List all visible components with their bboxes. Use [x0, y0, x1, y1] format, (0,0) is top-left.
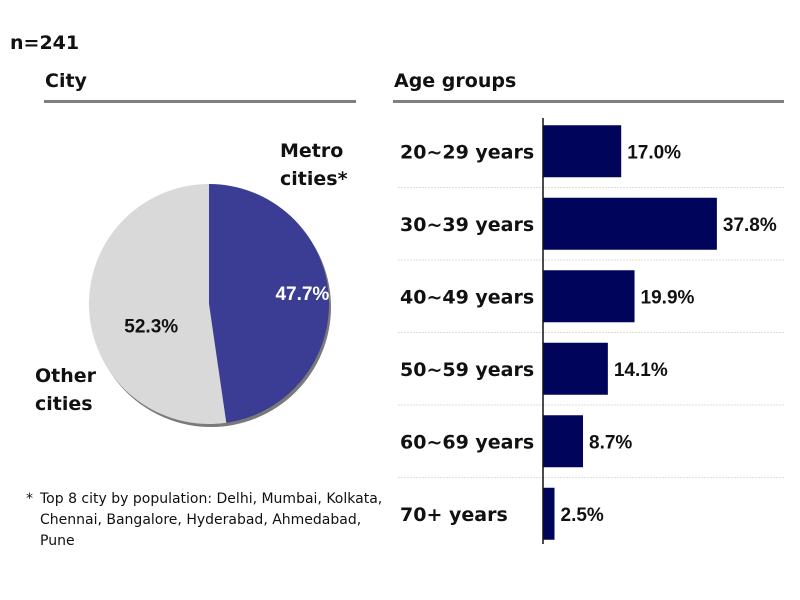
bar-category-label: 70+ years: [400, 504, 508, 526]
metro-cities-label-text: Metro cities*: [280, 140, 348, 190]
bar-value-label: 8.7%: [589, 432, 632, 453]
age-bar-chart: 20~29 years 17.0% 30~39 years 37.8% 40~49 ye…: [398, 118, 785, 544]
bar-category-label: 40~49 years: [400, 286, 534, 308]
bar-value-label: 17.0%: [627, 142, 681, 163]
bar: [543, 270, 635, 323]
bar-category-label: 30~39 years: [400, 214, 534, 236]
pie-slice-metro: [209, 184, 330, 423]
bar: [543, 487, 555, 540]
bar: [543, 197, 717, 250]
bar-category-label: 20~29 years: [400, 141, 534, 163]
pie-slice-other: [89, 184, 227, 424]
bar-value-label: 2.5%: [561, 505, 604, 526]
bar-category-label: 60~69 years: [400, 431, 534, 453]
city-title-rule: [44, 100, 356, 103]
footnote-text: Top 8 city by population: Delhi, Mumbai,…: [40, 491, 383, 549]
metro-cities-label: Metro cities*: [280, 137, 360, 193]
bar: [543, 342, 608, 395]
pie-label-metro-value: 47.7%: [275, 284, 329, 305]
bar-value-label: 37.8%: [723, 215, 777, 236]
other-cities-label: Other cities: [35, 362, 107, 418]
bar-value-label: 19.9%: [641, 287, 695, 308]
bar: [543, 125, 622, 178]
bar-category-label: 50~59 years: [400, 359, 534, 381]
city-section-title: City: [45, 70, 87, 92]
bar-value-label: 14.1%: [614, 360, 668, 381]
footnote-marker: *: [26, 491, 33, 507]
age-section-title: Age groups: [394, 70, 517, 92]
city-pie-chart: 47.7% 52.3%: [89, 184, 331, 427]
bar: [543, 415, 584, 468]
other-cities-label-text: Other cities: [35, 365, 97, 415]
pie-label-other-value: 52.3%: [124, 316, 178, 337]
sample-size-label: n=241: [10, 32, 80, 54]
age-title-rule: [393, 100, 784, 103]
